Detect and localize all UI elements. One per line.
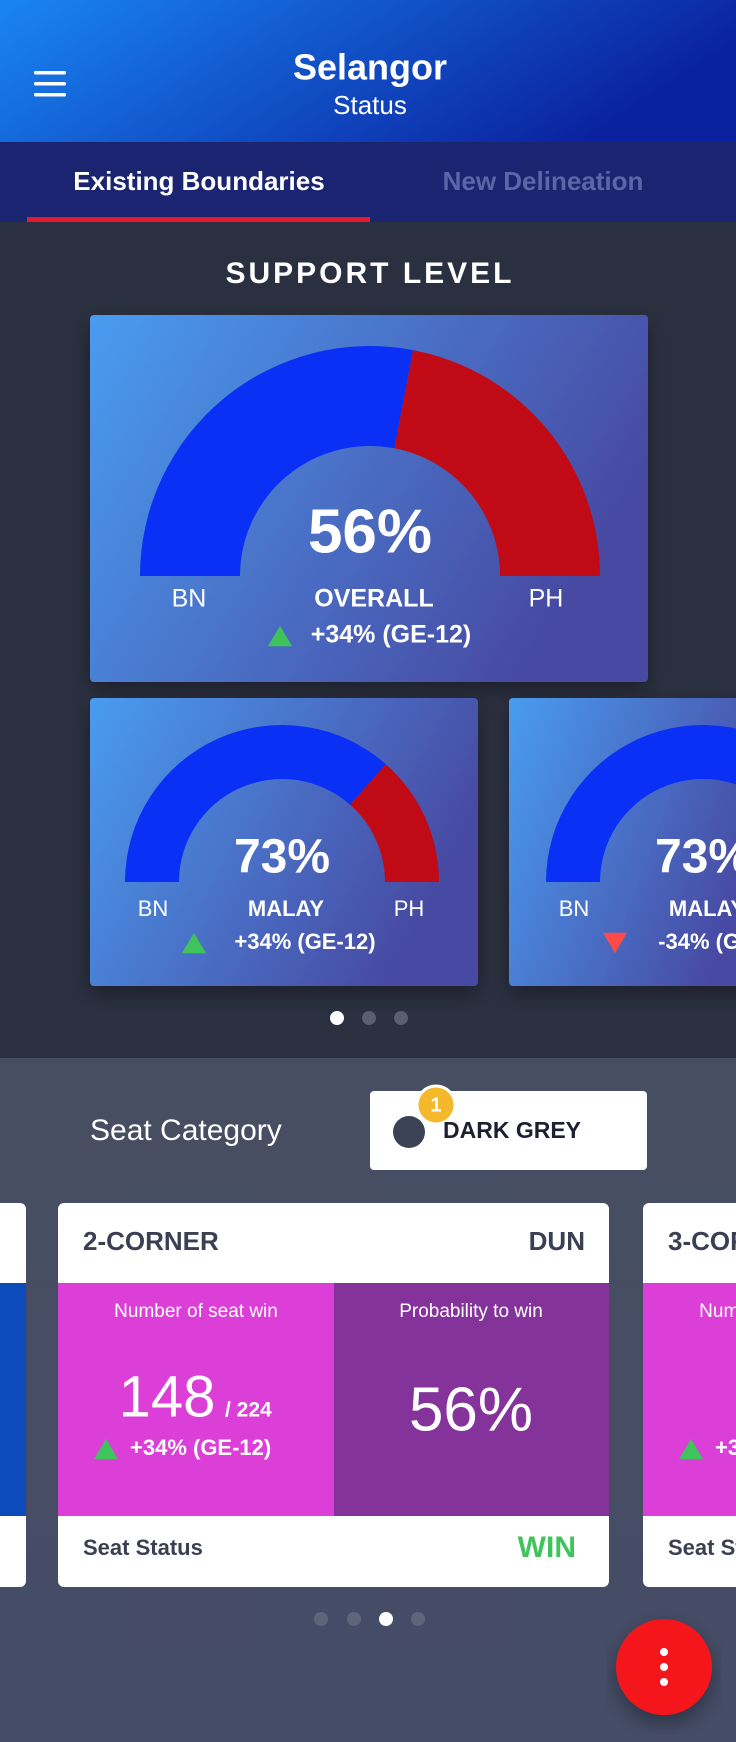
gauge-left: BN: [559, 896, 590, 921]
gauge-value: 56%: [308, 497, 432, 566]
app-title: Selangor: [293, 47, 447, 88]
status-label: Seat Status: [83, 1535, 203, 1560]
app-subtitle: Status: [333, 90, 407, 120]
trend-down: [603, 932, 627, 954]
gauge-bn: [125, 725, 386, 882]
pager-dots: [314, 1612, 425, 1626]
status-label: Seat Status: [668, 1535, 736, 1560]
seat-win-label: Number of seat win: [114, 1301, 278, 1322]
gauge-ph: [350, 764, 439, 882]
probability-panel: [334, 1283, 609, 1516]
seat-category-label: Seat Category: [90, 1114, 282, 1147]
seat-change: +34% (GE-12): [130, 1435, 271, 1460]
app-bar: [0, 0, 736, 142]
trend-up: [182, 932, 206, 954]
gauge-bn: [546, 725, 736, 882]
gauge-change: -34% (GE-12): [658, 929, 736, 954]
gauge-change: +34% (GE-12): [311, 621, 472, 649]
card-title: 2-CORNER: [83, 1226, 219, 1256]
seat-win-panel: [58, 1283, 334, 1516]
gauge-left: BN: [172, 585, 207, 613]
tab[interactable]: Existing Boundaries: [73, 166, 324, 196]
color-swatch: [393, 1116, 425, 1148]
seats: 148: [119, 1364, 216, 1429]
section-title: SUPPORT LEVEL: [225, 257, 514, 290]
gauge-change: +34% (GE-12): [234, 929, 375, 954]
tab-indicator: [27, 217, 370, 222]
gauge-bn: [140, 346, 414, 576]
badge-count: 1: [430, 1094, 441, 1116]
gauge-category: MALAY: [669, 896, 736, 921]
seat-card-segment: [0, 1283, 26, 1516]
fab-menu[interactable]: [616, 1619, 712, 1715]
trend-up: [94, 1438, 118, 1460]
gauge-value: 73%: [655, 831, 736, 884]
card-type: DUN: [529, 1226, 585, 1256]
gauge-left: BN: [138, 896, 169, 921]
gauge-category: OVERALL: [314, 585, 433, 613]
pager-dots: [330, 1011, 408, 1025]
seats-total: / 224: [225, 1399, 272, 1422]
seat-win-label: Number of seat win: [699, 1301, 736, 1322]
badge: [415, 1084, 457, 1126]
tab-bar: [0, 142, 736, 222]
seat-change: +34% (GE-12): [715, 1435, 736, 1460]
trend-up: [268, 625, 292, 647]
probability: 56%: [409, 1375, 533, 1444]
gauge-right: PH: [394, 896, 425, 921]
probability-label: Probability to win: [399, 1301, 543, 1322]
dropdown-value: DARK GREY: [443, 1117, 581, 1143]
trend-up: [679, 1438, 703, 1460]
gauge-value: 73%: [234, 831, 330, 884]
status: WIN: [518, 1531, 576, 1564]
card-title: 3-CORNER: [668, 1226, 736, 1256]
gauge-category: MALAY: [248, 896, 325, 921]
tab[interactable]: New Delineation: [443, 166, 644, 196]
gauge-right: PH: [529, 585, 564, 613]
seat-win-panel: [643, 1283, 736, 1516]
gauge-ph: [394, 350, 600, 576]
menu-button[interactable]: [34, 71, 66, 97]
